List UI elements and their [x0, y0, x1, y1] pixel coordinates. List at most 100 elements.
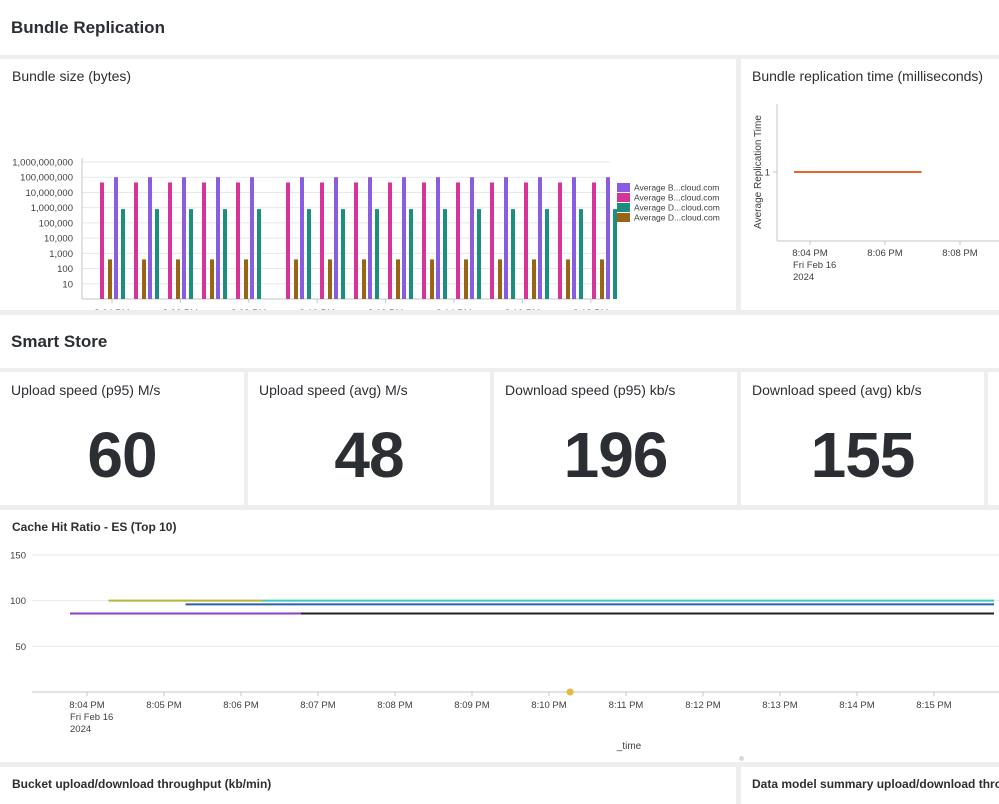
x-year-label: 2024	[70, 724, 91, 735]
y-tick-label: 10,000	[44, 234, 73, 245]
y-axis-title: Average Replication Time	[753, 115, 764, 229]
x-tick-label: 8:06 PM	[867, 248, 902, 259]
x-tick-label: 8:09 PM	[454, 700, 489, 711]
bar-4	[600, 259, 604, 299]
kpi-value: 155	[810, 419, 916, 491]
x-tick-label: 8:07 PM	[300, 700, 335, 711]
x-tick-label: 8:11 PM	[609, 700, 644, 711]
bar-2	[592, 182, 596, 299]
bar-1	[216, 177, 220, 299]
bar-2	[202, 182, 206, 299]
bar-1	[148, 177, 152, 299]
x-tick-label: 8:14 PM	[839, 700, 874, 711]
legend-swatch	[617, 213, 630, 222]
bar-2	[422, 182, 426, 299]
bar-4	[142, 259, 146, 299]
legend-label: Average B...cloud.com	[634, 183, 719, 193]
bar-3	[189, 209, 193, 299]
bar-1	[250, 177, 254, 299]
bar-3	[613, 209, 617, 299]
y-tick-label: 100,000	[39, 218, 73, 229]
x-tick-label: 8:13 PM	[762, 700, 797, 711]
bar-4	[210, 259, 214, 299]
bar-4	[294, 259, 298, 299]
legend-label: Average B...cloud.com	[634, 193, 719, 203]
bar-4	[464, 259, 468, 299]
bar-3	[477, 209, 481, 299]
x-tick-label: 8:10 PM	[300, 308, 335, 310]
bar-3	[341, 209, 345, 299]
bar-1	[538, 177, 542, 299]
bar-1	[114, 177, 118, 299]
kpi-upload-p95: Upload speed (p95) M/s 60	[0, 372, 244, 505]
bar-1	[368, 177, 372, 299]
datamodel-throughput-title: Data model summary upload/download throu…	[752, 777, 999, 791]
bar-1	[504, 177, 508, 299]
y-tick-label: 1,000,000,000	[12, 158, 73, 169]
x-tick-label: 8:08 PM	[942, 248, 977, 259]
x-tick-label: 8:08 PM	[231, 308, 266, 310]
kpi-label: Download speed (p95) kb/s	[505, 382, 676, 398]
section-title-smart-store: Smart Store	[11, 332, 108, 351]
bar-4	[498, 259, 502, 299]
y-tick-label: 100	[10, 596, 26, 607]
x-tick-label: 8:10 PM	[531, 700, 566, 711]
kpi-label: Download speed (avg) kb/s	[752, 382, 922, 398]
legend-swatch	[617, 193, 630, 202]
kpi-download-p95: Download speed (p95) kb/s 196	[494, 372, 737, 505]
bar-1	[572, 177, 576, 299]
x-tick-label: 8:16 PM	[505, 308, 540, 310]
bar-3	[257, 209, 261, 299]
x-tick-label: 8:06 PM	[163, 308, 198, 310]
bar-2	[558, 182, 562, 299]
x-tick-label: 8:15 PM	[916, 700, 951, 711]
y-tick-label: 1	[765, 168, 770, 179]
bar-2	[134, 182, 138, 299]
bar-3	[409, 209, 413, 299]
y-tick-label: 50	[15, 642, 26, 653]
y-tick-label: 10,000,000	[25, 188, 73, 199]
bar-4	[566, 259, 570, 299]
x-tick-label: 8:14 PM	[436, 308, 471, 310]
bar-4	[362, 259, 366, 299]
bar-3	[511, 209, 515, 299]
bar-2	[524, 182, 528, 299]
legend-swatch	[617, 203, 630, 212]
bundle-size-title: Bundle size (bytes)	[12, 68, 132, 84]
x-tick-label: 8:08 PM	[377, 700, 412, 711]
x-tick-label: 8:05 PM	[146, 700, 181, 711]
bar-2	[168, 182, 172, 299]
cache-hit-panel: Cache Hit Ratio - ES (Top 10) 150 100 50 8:…	[0, 510, 999, 762]
kpi-label: Upload speed (p95) M/s	[11, 382, 161, 398]
x-tick-label: 8:18 PM	[573, 308, 608, 310]
x-tick-label: 8:04 PM	[69, 700, 104, 711]
bar-4	[108, 259, 112, 299]
bar-2	[100, 182, 104, 299]
bar-3	[155, 209, 159, 299]
y-tick-label: 100	[57, 264, 73, 275]
x-date-label: Fri Feb 16	[70, 712, 113, 723]
section-title-bundle-replication: Bundle Replication	[11, 18, 165, 37]
kpi-value: 60	[87, 419, 157, 491]
x-tick-label: 8:12 PM	[368, 308, 403, 310]
bar-1	[470, 177, 474, 299]
bar-4	[430, 259, 434, 299]
resize-handle[interactable]	[739, 756, 744, 761]
legend-swatch	[617, 183, 630, 192]
bar-1	[606, 177, 610, 299]
replication-time-panel: Bundle replication time (milliseconds) 1…	[741, 59, 999, 310]
kpi-partial-tile	[988, 372, 999, 505]
bar-4	[532, 259, 536, 299]
y-tick-label: 100,000,000	[20, 173, 73, 184]
bar-2	[456, 182, 460, 299]
bar-2	[388, 182, 392, 299]
bar-2	[320, 182, 324, 299]
y-tick-label: 150	[10, 551, 26, 562]
x-tick-label: 8:04 PM	[94, 308, 129, 310]
x-tick-label: 8:12 PM	[685, 700, 720, 711]
x-year-label: 2024	[793, 272, 814, 283]
cache-hit-chart: 150 100 50 8:04 PM 8:05 PM 8:06 PM 8:07 PM 8:08…	[10, 551, 999, 752]
kpi-value: 48	[334, 419, 404, 491]
bar-3	[545, 209, 549, 299]
bar-3	[375, 209, 379, 299]
